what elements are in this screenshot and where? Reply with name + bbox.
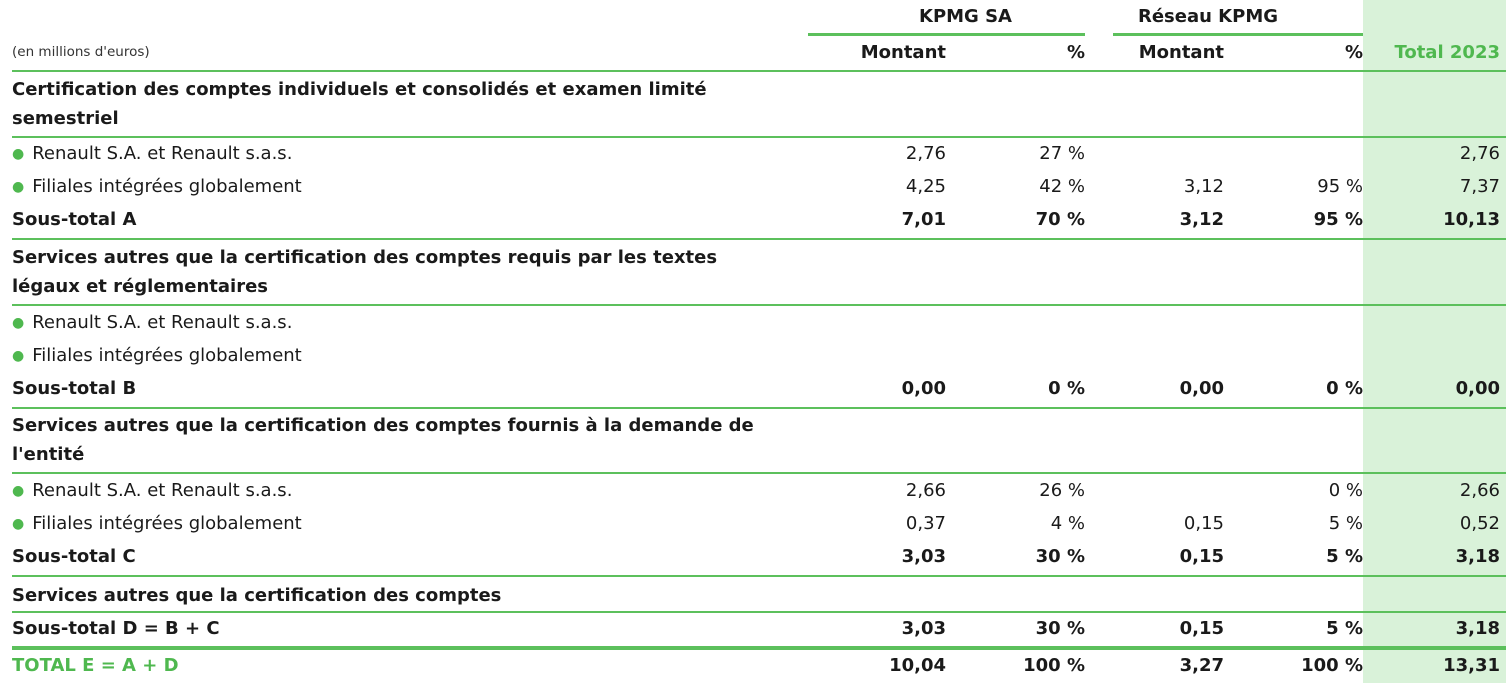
- row-a1: ● Renault S.A. et Renault s.a.s.: [12, 143, 292, 164]
- row-a2: ● Filiales intégrées globalement: [12, 176, 302, 197]
- row-b2: ● Filiales intégrées globalement: [12, 345, 302, 366]
- section-title-a: Certification des comptes individuels et…: [12, 79, 707, 129]
- cell-percent-kpmg: 100 %: [1023, 655, 1085, 676]
- row-c1: ● Renault S.A. et Renault s.a.s.: [12, 480, 292, 501]
- cell-montant-reseau: 3,12: [1183, 176, 1224, 197]
- cell-percent-reseau: 0 %: [1328, 480, 1363, 501]
- cell-montant-kpmg: 3,03: [901, 546, 946, 567]
- cell-percent-reseau: 5 %: [1328, 513, 1363, 534]
- cell-montant-reseau: 0,15: [1179, 618, 1224, 639]
- cell-montant-reseau: 0,15: [1183, 513, 1224, 534]
- section-title-d: Services autres que la certification des…: [12, 585, 502, 606]
- section-title-c: Services autres que la certification des…: [12, 415, 754, 465]
- cell-total: 3,18: [1455, 618, 1500, 639]
- group-header-reseau-kpmg: Réseau KPMG: [1137, 6, 1279, 27]
- row-c2: ● Filiales intégrées globalement: [12, 513, 302, 534]
- cell-montant-kpmg: 10,04: [889, 655, 946, 676]
- row-b1: ● Renault S.A. et Renault s.a.s.: [12, 312, 292, 333]
- bullet-icon: ●: [12, 516, 25, 532]
- cell-montant-kpmg: 2,66: [905, 480, 946, 501]
- cell-montant-reseau: 3,27: [1179, 655, 1224, 676]
- cell-montant-reseau: 3,12: [1179, 209, 1224, 230]
- cell-total: 7,37: [1459, 176, 1500, 197]
- cell-montant-kpmg: 0,37: [905, 513, 946, 534]
- total-divider: [12, 646, 1506, 650]
- cell-percent-kpmg: 0 %: [1048, 378, 1085, 399]
- cell-total: 10,13: [1443, 209, 1500, 230]
- subtotal-divider-c: [12, 575, 1506, 577]
- cell-percent-kpmg: 42 %: [1039, 176, 1085, 197]
- subtotal-divider-b: [12, 407, 1506, 409]
- cell-montant-kpmg: 4,25: [905, 176, 946, 197]
- column-header-total-2023: Total 2023: [1394, 42, 1500, 63]
- cell-total: 0,00: [1455, 378, 1500, 399]
- subtotal-a-label: Sous-total A: [12, 209, 137, 230]
- cell-percent-reseau: 0 %: [1326, 378, 1363, 399]
- cell-percent-reseau: 95 %: [1313, 209, 1363, 230]
- column-header-montant-reseau: Montant: [1138, 42, 1224, 63]
- subtotal-b-label: Sous-total B: [12, 378, 137, 399]
- cell-total: 0,52: [1459, 513, 1500, 534]
- subtotal-d-label: Sous-total D = B + C: [12, 618, 220, 639]
- group-underline-reseau-kpmg: [1113, 33, 1363, 36]
- column-header-percent-kpmg: %: [1066, 42, 1085, 63]
- bullet-icon: ●: [12, 315, 25, 331]
- header-divider: [12, 70, 1506, 72]
- cell-percent-reseau: 5 %: [1326, 546, 1363, 567]
- cell-percent-kpmg: 30 %: [1035, 618, 1085, 639]
- cell-montant-kpmg: 0,00: [901, 378, 946, 399]
- group-header-kpmg-sa: KPMG SA: [919, 6, 1012, 27]
- subtotal-divider-a: [12, 238, 1506, 240]
- bullet-icon: ●: [12, 146, 25, 162]
- column-header-montant-kpmg: Montant: [860, 42, 946, 63]
- subtotal-c-label: Sous-total C: [12, 546, 136, 567]
- bullet-icon: ●: [12, 179, 25, 195]
- cell-montant-kpmg: 2,76: [905, 143, 946, 164]
- cell-percent-reseau: 100 %: [1301, 655, 1363, 676]
- total-e-label: TOTAL E = A + D: [12, 655, 179, 676]
- bullet-icon: ●: [12, 348, 25, 364]
- section-divider-c: [12, 472, 1506, 474]
- group-underline-kpmg-sa: [808, 33, 1085, 36]
- cell-total: 2,76: [1459, 143, 1500, 164]
- cell-percent-kpmg: 4 %: [1050, 513, 1085, 534]
- cell-percent-reseau: 95 %: [1317, 176, 1363, 197]
- cell-total: 2,66: [1459, 480, 1500, 501]
- cell-montant-kpmg: 7,01: [901, 209, 946, 230]
- cell-percent-kpmg: 27 %: [1039, 143, 1085, 164]
- section-divider-a: [12, 136, 1506, 138]
- section-divider-d: [12, 611, 1506, 613]
- total-column-background: [1363, 0, 1506, 683]
- row-label: Filiales intégrées globalement: [32, 345, 302, 366]
- cell-total: 13,31: [1443, 655, 1500, 676]
- column-header-percent-reseau: %: [1344, 42, 1363, 63]
- section-divider-b: [12, 304, 1506, 306]
- cell-montant-reseau: 0,15: [1179, 546, 1224, 567]
- cell-percent-kpmg: 26 %: [1039, 480, 1085, 501]
- row-label: Renault S.A. et Renault s.a.s.: [32, 312, 293, 333]
- row-label: Renault S.A. et Renault s.a.s.: [32, 143, 293, 164]
- cell-percent-kpmg: 70 %: [1035, 209, 1085, 230]
- row-label: Filiales intégrées globalement: [32, 513, 302, 534]
- cell-percent-kpmg: 30 %: [1035, 546, 1085, 567]
- section-title-b: Services autres que la certification des…: [12, 247, 718, 297]
- unit-note: (en millions d'euros): [12, 44, 150, 60]
- row-label: Filiales intégrées globalement: [32, 176, 302, 197]
- cell-montant-reseau: 0,00: [1179, 378, 1224, 399]
- cell-percent-reseau: 5 %: [1326, 618, 1363, 639]
- bullet-icon: ●: [12, 483, 25, 499]
- cell-total: 3,18: [1455, 546, 1500, 567]
- cell-montant-kpmg: 3,03: [901, 618, 946, 639]
- row-label: Renault S.A. et Renault s.a.s.: [32, 480, 293, 501]
